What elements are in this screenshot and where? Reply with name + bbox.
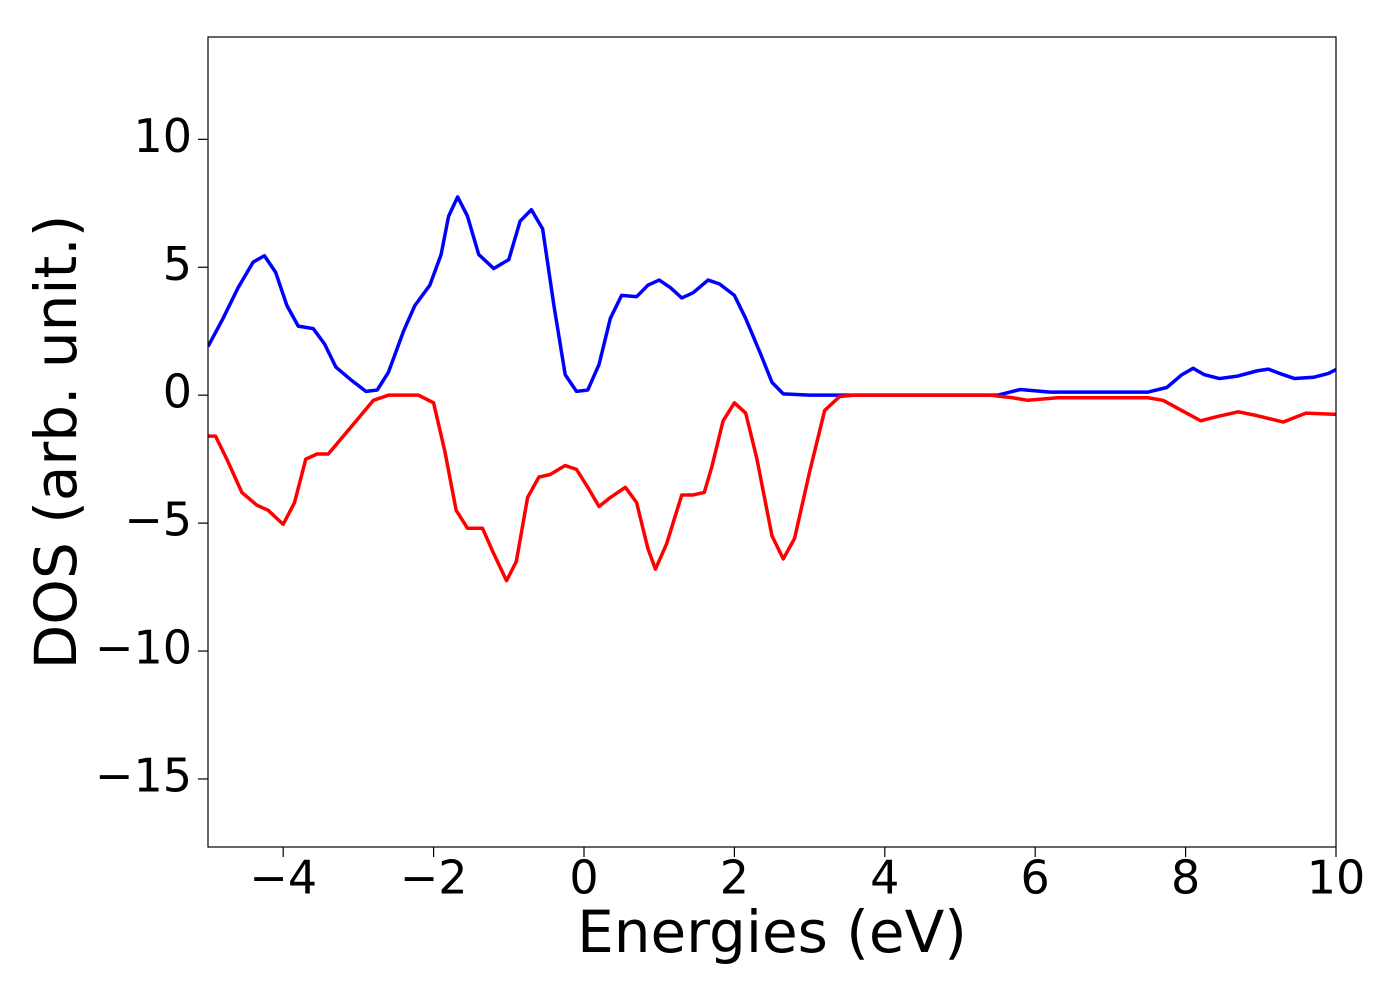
x-tick-label: 0 [569,851,598,905]
plot-frame [207,36,1337,848]
x-tick-label: −2 [400,851,468,905]
dos-line [208,195,1336,397]
x-tick-label: 4 [870,851,899,905]
x-tick-label: 6 [1021,851,1050,905]
y-tick-label: 0 [163,365,192,419]
x-tick-label: 10 [1307,851,1366,905]
x-tick-label: 2 [720,851,749,905]
x-tick-label: 8 [1171,851,1200,905]
x-tick-label: −4 [249,851,317,905]
y-tick-label: −15 [95,748,192,802]
y-tick-label: −10 [95,621,192,675]
y-tick-label: −5 [124,493,192,547]
y-axis-label: DOS (arb. unit.) [22,215,90,670]
y-tick-label: 10 [133,109,192,163]
y-tick-label: 5 [163,237,192,291]
dos-line [208,393,1336,583]
x-axis-label: Energies (eV) [577,898,967,966]
